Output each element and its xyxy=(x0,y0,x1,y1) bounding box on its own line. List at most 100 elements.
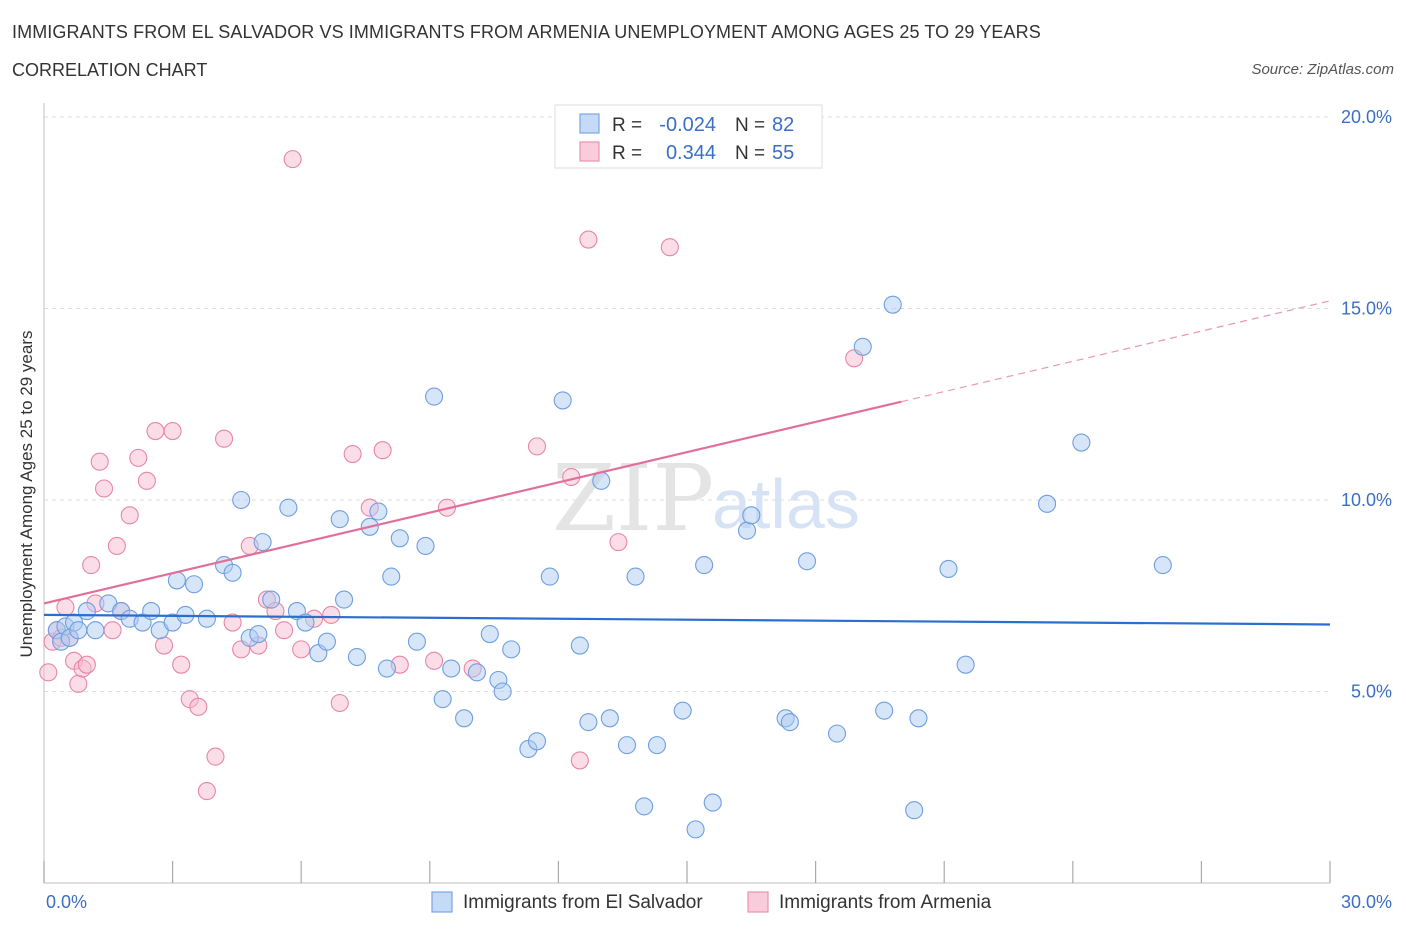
armenia-point xyxy=(103,621,122,640)
el-salvador-point xyxy=(570,636,589,655)
el-salvador-point xyxy=(737,521,757,540)
armenia-point xyxy=(322,605,341,624)
source-label: Source: ZipAtlas.com xyxy=(1251,61,1394,78)
el-salvador-point xyxy=(553,391,572,410)
legend-blue-r-value: -0.024 xyxy=(659,114,716,136)
armenia-point xyxy=(609,533,628,552)
armenia-point xyxy=(189,697,208,716)
el-salvador-point xyxy=(184,575,204,594)
armenia-point xyxy=(129,448,148,467)
armenia-point xyxy=(330,693,349,713)
el-salvador-trend-line xyxy=(43,613,1331,626)
el-salvador-point xyxy=(407,632,426,651)
legend-pink-swatch xyxy=(579,141,600,162)
el-salvador-point xyxy=(600,709,619,728)
el-salvador-point xyxy=(540,567,559,586)
armenia-point xyxy=(137,471,156,490)
el-salvador-point xyxy=(223,563,242,582)
el-salvador-point xyxy=(279,498,298,517)
el-salvador-point xyxy=(347,647,366,667)
el-salvador-point xyxy=(909,709,928,728)
el-salvador-point xyxy=(335,590,354,609)
el-salvador-point xyxy=(493,682,512,701)
legend-blue-n-value: 82 xyxy=(772,114,794,136)
armenia-point xyxy=(214,429,234,448)
armenia-point xyxy=(56,598,75,617)
legend-bottom-pink-label: Immigrants from Armenia xyxy=(779,892,992,913)
el-salvador-point xyxy=(686,820,705,839)
el-salvador-point xyxy=(382,567,401,586)
el-salvador-point xyxy=(626,567,645,586)
el-salvador-point xyxy=(197,609,216,628)
armenia-point xyxy=(292,640,311,659)
el-salvador-point xyxy=(390,529,409,548)
armenia-point xyxy=(660,238,679,257)
y-tick-label: 20.0% xyxy=(1341,107,1392,127)
el-salvador-point xyxy=(1153,556,1172,575)
el-salvador-point xyxy=(425,387,444,406)
tick-labels: 5.0% 10.0% 15.0% 20.0% 0.0% 30.0% xyxy=(46,107,1392,912)
y-tick-label: 15.0% xyxy=(1341,299,1392,319)
y-tick-label: 5.0% xyxy=(1351,682,1392,702)
el-salvador-point xyxy=(673,701,692,720)
armenia-trend-line-extension xyxy=(901,300,1331,403)
el-salvador-point xyxy=(330,510,349,529)
el-salvador-point xyxy=(742,506,761,525)
el-salvador-point xyxy=(635,797,654,816)
x-tick-label: 0.0% xyxy=(46,892,87,912)
el-salvador-point xyxy=(467,663,487,682)
armenia-point xyxy=(223,613,242,632)
el-salvador-point xyxy=(69,621,88,640)
legend-blue-n-label: N = xyxy=(735,115,765,136)
armenia-point xyxy=(425,651,444,670)
x-tick-label: 30.0% xyxy=(1341,892,1392,912)
legend-pink-n-value: 55 xyxy=(772,142,794,164)
el-salvador-point xyxy=(232,490,251,510)
el-salvador-point xyxy=(579,713,598,732)
legend-pink-n-label: N = xyxy=(735,143,765,164)
el-salvador-point xyxy=(77,602,96,621)
grid-layer xyxy=(44,116,1330,692)
armenia-point xyxy=(163,422,182,441)
armenia-point xyxy=(94,479,114,498)
armenia-point xyxy=(82,556,101,575)
armenia-point xyxy=(206,747,225,766)
legend-blue-r-label: R = xyxy=(612,115,642,136)
armenia-point xyxy=(275,621,294,640)
el-salvador-point xyxy=(433,690,452,709)
axes-layer xyxy=(43,103,1331,884)
el-salvador-point xyxy=(480,624,499,644)
el-salvador-point xyxy=(416,536,435,556)
el-salvador-point xyxy=(853,337,872,356)
watermark: ZIP atlas xyxy=(552,445,860,552)
el-salvador-point xyxy=(1038,494,1057,513)
armenia-point xyxy=(39,663,58,682)
chart-subtitle: CORRELATION CHART xyxy=(12,60,208,80)
el-salvador-point xyxy=(377,659,396,678)
el-salvador-point xyxy=(1072,433,1091,452)
legend-blue-swatch xyxy=(579,113,600,134)
el-salvador-point xyxy=(455,709,474,728)
el-salvador-point xyxy=(875,701,894,720)
armenia-point xyxy=(570,751,589,770)
armenia-trend-line xyxy=(43,400,902,605)
legend-top: R = -0.024 N = 82 R = 0.344 N = 55 xyxy=(554,104,823,169)
armenia-point xyxy=(146,422,165,441)
el-salvador-point xyxy=(142,602,161,621)
legend-bottom-pink-swatch xyxy=(747,891,769,913)
el-salvador-point xyxy=(905,801,924,820)
el-salvador-point xyxy=(883,295,902,314)
el-salvador-point xyxy=(797,552,817,571)
armenia-point xyxy=(90,452,109,471)
armenia-point xyxy=(172,655,191,674)
el-salvador-point xyxy=(647,736,667,755)
armenia-point xyxy=(154,636,174,655)
el-salvador-points xyxy=(47,295,1172,839)
legend-pink-r-value: 0.344 xyxy=(666,142,716,164)
el-salvador-point xyxy=(369,502,388,521)
armenia-point xyxy=(69,674,88,693)
armenia-point xyxy=(283,150,302,169)
armenia-point xyxy=(77,655,96,674)
el-salvador-point xyxy=(442,659,461,678)
armenia-point xyxy=(197,782,216,801)
